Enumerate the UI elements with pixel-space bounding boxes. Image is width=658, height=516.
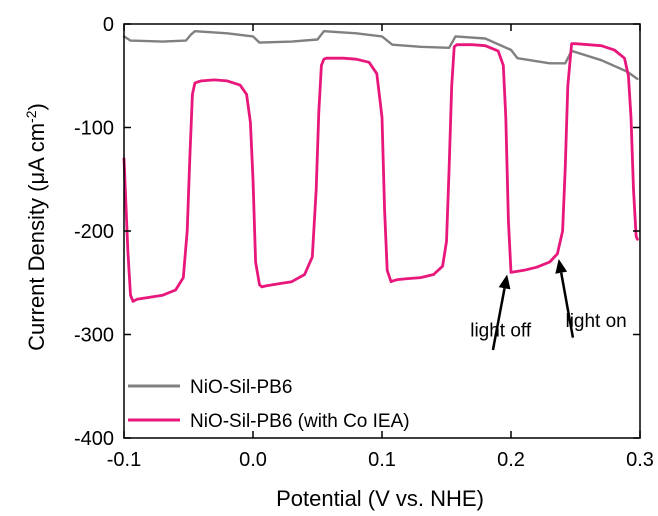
- x-axis-title: Potential (V vs. NHE): [276, 486, 484, 511]
- x-tick-label: 0.1: [368, 449, 396, 471]
- ticks-layer: -0.1 0.0 0.1 0.2 0.3 0 -100 -200 -300 -400: [74, 14, 654, 471]
- x-tick-label: 0.3: [626, 449, 654, 471]
- annotation-arrow-shaft-1: [491, 287, 506, 351]
- y-axis-title: Current Density (μA cm-2): [23, 103, 49, 351]
- legend-label-series-2: NiO-Sil-PB6 (with Co IEA): [190, 411, 410, 432]
- x-tick-label: -0.1: [107, 449, 141, 471]
- series-line-2: [122, 42, 639, 303]
- x-tick-label: 0.0: [239, 449, 267, 471]
- legend-label-series-1: NiO-Sil-PB6: [190, 377, 292, 398]
- y-tick-label: -400: [74, 428, 114, 450]
- y-tick-label: 0: [103, 14, 114, 36]
- annotations: light off light on: [470, 258, 627, 351]
- annotation-arrow-shaft-2: [559, 272, 575, 338]
- y-tick-label: -100: [74, 118, 114, 140]
- annotation-arrow-head-1: [498, 274, 511, 290]
- y-tick-label: -300: [74, 325, 114, 347]
- annotation-label-2: light on: [565, 311, 626, 332]
- y-tick-label: -200: [74, 221, 114, 243]
- annotation-label-1: light off: [470, 320, 532, 341]
- annotation-arrow-head-2: [555, 258, 568, 274]
- series-line-1: [122, 30, 639, 81]
- x-tick-label: 0.2: [497, 449, 525, 471]
- legend: NiO-Sil-PB6 NiO-Sil-PB6 (with Co IEA): [128, 377, 410, 432]
- series-layer: [122, 30, 639, 303]
